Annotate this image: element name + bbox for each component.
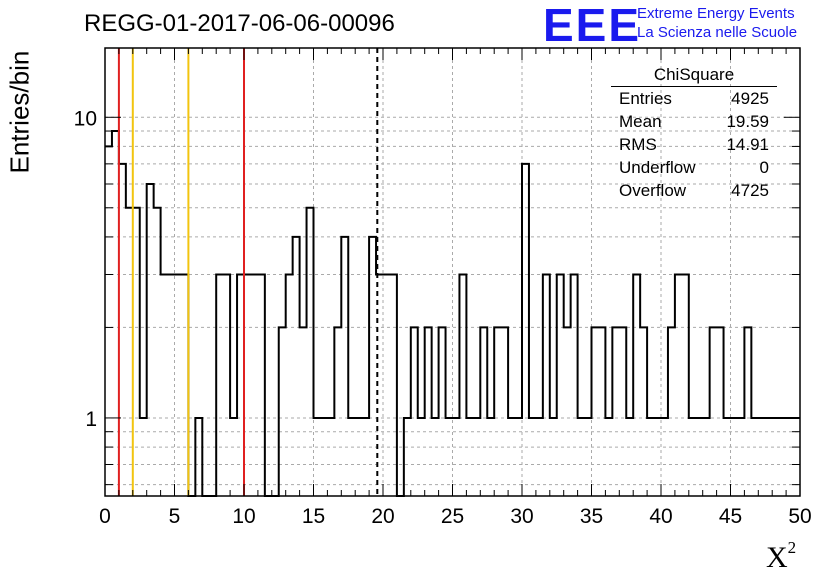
x-tick-label: 45 <box>719 505 742 528</box>
x-axis-label: X2 <box>766 538 796 575</box>
stats-row: Mean 19.59 <box>611 110 777 133</box>
logo-caption-line2: La Scienza nelle Scuole <box>637 24 798 41</box>
stats-label: Mean <box>619 112 662 131</box>
x-axis-label-sup: 2 <box>787 538 797 557</box>
x-tick-label: 15 <box>302 505 325 528</box>
logo-caption: Extreme Energy Events La Scienza nelle S… <box>637 4 797 42</box>
x-tick-label: 35 <box>580 505 603 528</box>
stats-label: Entries <box>619 89 672 108</box>
stats-title: ChiSquare <box>611 64 777 87</box>
stats-label: Overflow <box>619 181 687 200</box>
stats-label: RMS <box>619 135 657 154</box>
stats-value: 14.91 <box>726 135 769 154</box>
x-tick-label: 50 <box>788 505 811 528</box>
x-tick-label: 20 <box>371 505 394 528</box>
logo-caption-line1: Extreme Energy Events <box>637 5 795 22</box>
stats-row: Underflow 0 <box>611 156 777 179</box>
stats-row: RMS 14.91 <box>611 133 777 156</box>
stats-value: 4925 <box>731 89 769 108</box>
histogram-outline <box>105 130 800 497</box>
x-tick-label: 30 <box>510 505 533 528</box>
x-axis-label-base: X <box>766 541 788 574</box>
stats-value: 0 <box>759 158 769 177</box>
stats-row: Entries 4925 <box>611 87 777 110</box>
x-tick-label: 25 <box>441 505 464 528</box>
y-tick-label: 10 <box>74 107 97 130</box>
stats-value: 19.59 <box>726 112 769 131</box>
y-axis-label: Entries/bin <box>4 50 35 174</box>
stats-box: ChiSquare Entries 4925 Mean 19.59 RMS 14.91… <box>611 64 777 202</box>
stats-value: 4725 <box>731 181 769 200</box>
eee-logo: EEE <box>543 0 642 51</box>
stats-row: Overflow 4725 <box>611 179 777 202</box>
stats-label: Underflow <box>619 158 696 177</box>
x-tick-label: 5 <box>169 505 181 528</box>
y-tick-label: 1 <box>85 408 97 431</box>
x-tick-label: 40 <box>649 505 672 528</box>
x-tick-label: 10 <box>232 505 255 528</box>
chart-title: REGG-01-2017-06-06-00096 <box>84 10 395 37</box>
x-tick-label: 0 <box>99 505 111 528</box>
